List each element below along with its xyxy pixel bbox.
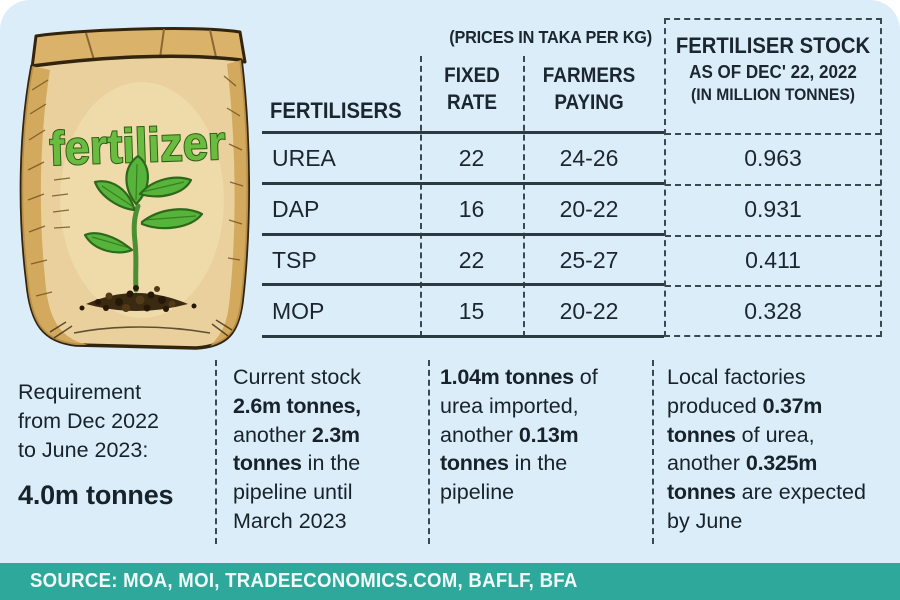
table-row-separator <box>262 233 664 236</box>
price-note: (PRICES IN TAKA PER KG) <box>449 27 652 47</box>
bag-fold-creases <box>85 28 217 61</box>
table-column-divider <box>523 56 525 337</box>
cell-fixed-rate: 15 <box>458 297 485 324</box>
soil-mound <box>79 285 197 312</box>
column-header-farmers-paying: FARMERS PAYING <box>542 64 636 115</box>
cell-farmers-paying: 20-22 <box>559 196 619 222</box>
table-row: UREA 22 24-26 0.963 <box>0 133 900 184</box>
seedling-stem <box>131 203 141 293</box>
source-bar: SOURCE: MOA, MOI, TRADEECONOMICS.COM, BA… <box>0 563 900 600</box>
bag-hatch-detail <box>27 75 244 297</box>
stock-box-divider <box>665 184 881 186</box>
leaf-veins <box>91 163 197 249</box>
note-highlight: 0.325m tonnes <box>667 451 818 505</box>
table-column-divider <box>420 56 422 337</box>
stock-box-divider <box>665 235 881 237</box>
bag-shade-right <box>210 60 249 346</box>
note-requirement: Requirement from Dec 2022 to June 2023: 4… <box>18 378 176 514</box>
stock-box-divider <box>665 133 881 135</box>
bag-highlight <box>60 82 224 318</box>
note-highlight: 4.0m tonnes <box>18 480 174 511</box>
seedling-illustration <box>79 154 204 312</box>
note-text: Local factories produced <box>667 365 806 418</box>
notes-divider <box>428 360 430 544</box>
note-current-stock: Current stock 2.6m tonnes, another 2.3m … <box>233 363 407 536</box>
table-row-separator <box>262 283 664 286</box>
note-text: Requirement from Dec 2022 to June 2023: <box>18 380 160 462</box>
cell-fertiliser-name: UREA <box>272 145 336 171</box>
note-highlight: 1.04m tonnes <box>440 365 574 389</box>
note-highlight: 2.6m tonnes, <box>233 393 361 418</box>
cell-farmers-paying: 25-27 <box>559 246 619 273</box>
note-text: of urea imported, another <box>440 365 598 447</box>
fertilizer-bag-illustration: fertilizer <box>19 27 250 350</box>
table-header-underline <box>262 131 664 134</box>
column-header-fixed-rate: FIXED RATE <box>444 64 500 115</box>
stock-header-line2: AS OF DEC' 22, 2022 <box>689 61 857 82</box>
table-bottom-line <box>262 335 664 338</box>
stock-header-line3: (IN MILLION TONNES) <box>691 85 855 104</box>
cell-fertiliser-name: TSP <box>272 246 317 273</box>
cell-farmers-paying: 24-26 <box>559 145 619 171</box>
note-text: Current stock <box>233 365 361 389</box>
note-text: in the pipeline until March 2023 <box>233 451 361 533</box>
source-text: SOURCE: MOA, MOI, TRADEECONOMICS.COM, BA… <box>30 570 578 592</box>
note-text: another <box>233 422 312 447</box>
table-row: TSP 22 25-27 0.411 <box>0 235 900 285</box>
note-text: in the pipeline <box>440 451 568 505</box>
note-local-production: Local factories produced 0.37m tonnes of… <box>667 363 869 536</box>
table-row: DAP 16 20-22 0.931 <box>0 184 900 235</box>
notes-divider <box>215 360 217 544</box>
bag-shade-left <box>21 66 88 345</box>
stock-header-line1: FERTILISER STOCK <box>675 33 871 58</box>
note-highlight: 0.13m tonnes <box>440 422 579 476</box>
cell-fixed-rate: 22 <box>458 246 485 273</box>
table-row: MOP 15 20-22 0.328 <box>0 285 900 337</box>
note-highlight: 0.37m tonnes <box>667 393 823 447</box>
table-row-separator <box>262 182 664 185</box>
cell-fixed-rate: 16 <box>458 196 485 222</box>
note-text: are expected by June <box>667 480 866 533</box>
cell-fertiliser-name: DAP <box>272 196 320 222</box>
note-urea-imported: 1.04m tonnes of urea imported, another 0… <box>440 363 616 507</box>
note-text: of urea, another <box>667 422 815 476</box>
notes-divider <box>652 360 654 544</box>
cell-farmers-paying: 20-22 <box>559 297 619 324</box>
cell-stock: 0.411 <box>745 246 801 273</box>
stock-column-box: FERTILISER STOCK AS OF DEC' 22, 2022 (IN… <box>664 18 882 337</box>
cell-stock: 0.328 <box>744 297 802 324</box>
cell-stock: 0.931 <box>744 196 802 222</box>
cell-stock: 0.963 <box>744 145 802 171</box>
column-header-fertilisers: FERTILISERS <box>270 98 402 123</box>
cell-fertiliser-name: MOP <box>272 297 325 324</box>
cell-fixed-rate: 22 <box>458 145 485 171</box>
note-highlight: 2.3m tonnes <box>233 422 360 476</box>
stock-column-header: FERTILISER STOCK AS OF DEC' 22, 2022 (IN… <box>666 33 880 105</box>
bag-bottom-creases <box>49 319 233 339</box>
stock-box-divider <box>665 285 881 287</box>
